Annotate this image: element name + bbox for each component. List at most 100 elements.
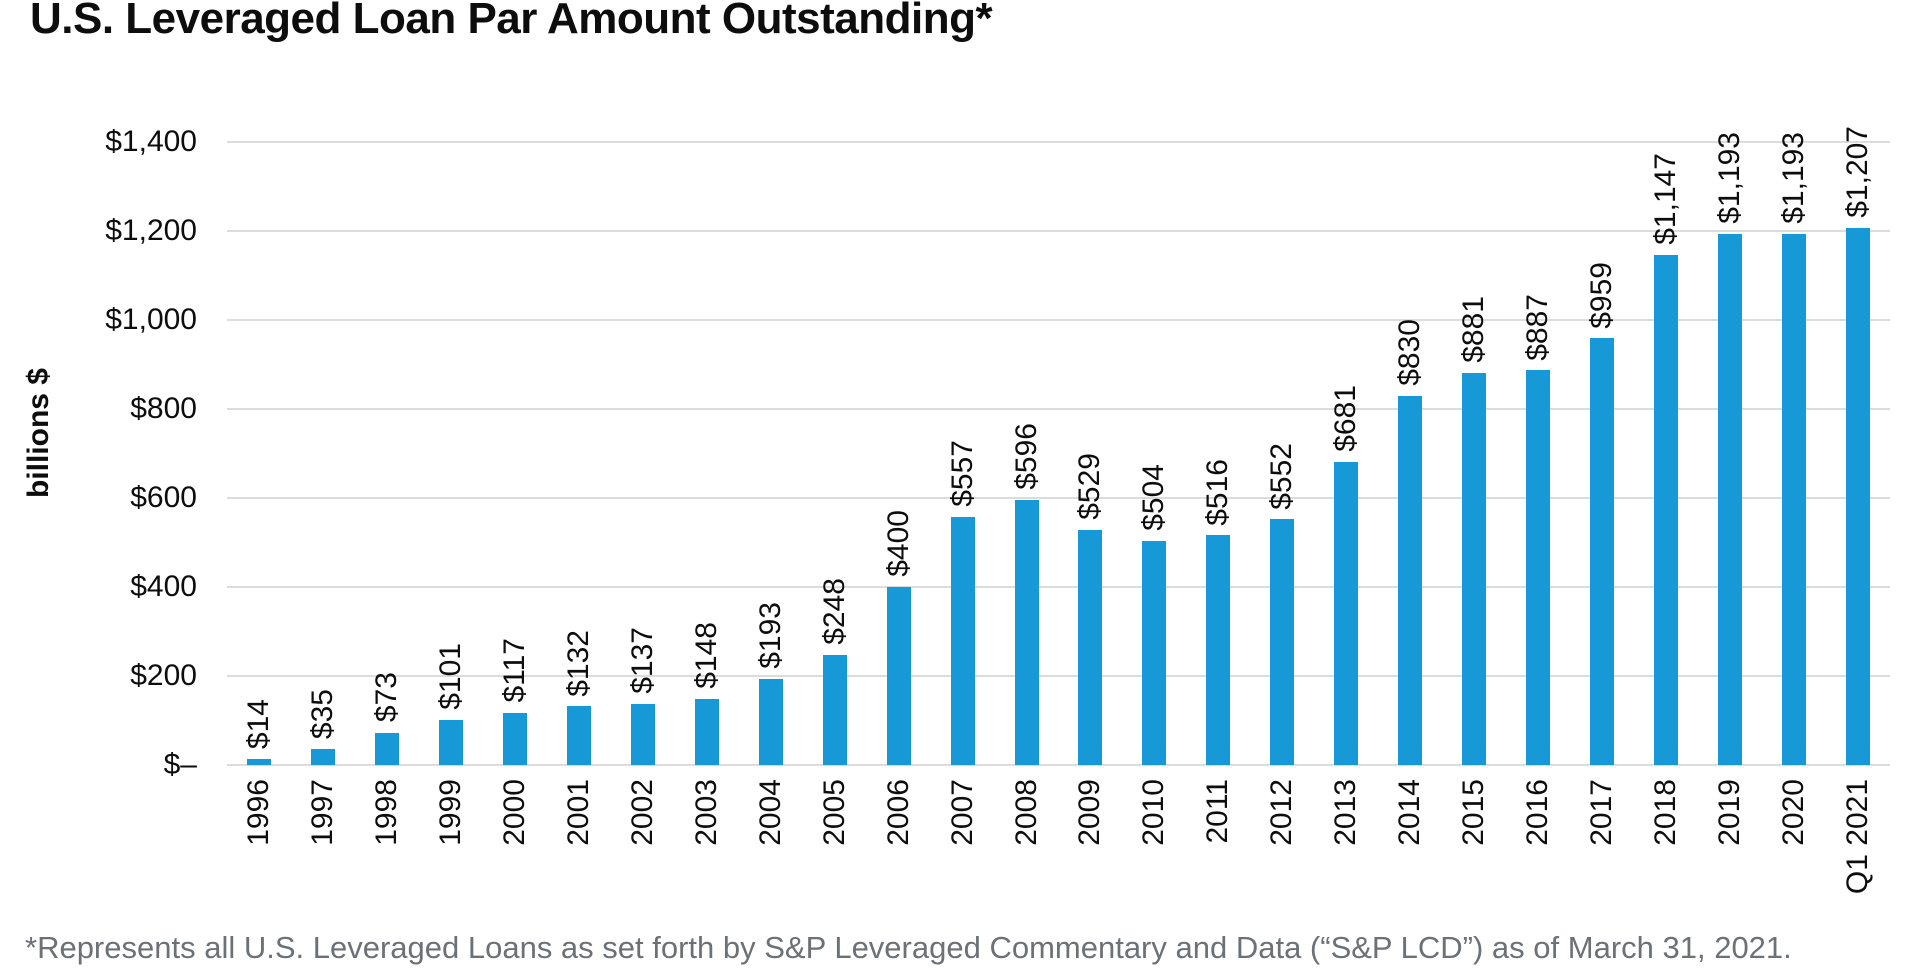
x-axis-label: 2009 <box>1073 779 1107 846</box>
bar <box>438 720 463 765</box>
bar <box>1654 254 1679 765</box>
bar-value-label: $681 <box>1329 385 1363 452</box>
bar-slot: $1,207 Q1 2021 <box>1826 126 1890 894</box>
bar-slot: $148 2003 <box>675 142 739 845</box>
x-axis-label: 2004 <box>753 779 787 846</box>
bar <box>1526 370 1551 765</box>
x-axis-label: 2014 <box>1393 779 1427 846</box>
y-axis-tick-label: $1,400 <box>105 125 197 158</box>
bar <box>1782 234 1807 765</box>
x-axis-label: 2001 <box>561 779 595 846</box>
x-axis-label: 2019 <box>1713 779 1747 846</box>
bar <box>694 699 719 765</box>
bar <box>950 517 975 765</box>
y-axis-tick-label: $– <box>163 748 197 781</box>
bar-value-label: $35 <box>305 689 339 740</box>
bar <box>630 704 655 765</box>
bar-slot: $73 1998 <box>355 142 419 845</box>
y-axis-tick-label: $600 <box>130 481 197 514</box>
bar <box>1142 540 1167 765</box>
bar <box>886 587 911 765</box>
gridline <box>227 319 1890 321</box>
bar-slot: $887 2016 <box>1506 142 1570 846</box>
gridline <box>227 408 1890 410</box>
y-axis-tick-label: $400 <box>130 570 197 603</box>
bar-slot: $117 2000 <box>483 142 547 845</box>
bar-slot: $101 1999 <box>419 142 483 845</box>
bar-slot: $959 2017 <box>1570 142 1634 846</box>
bar-slot: $193 2004 <box>739 142 803 845</box>
y-axis-tick-label: $200 <box>130 659 197 692</box>
bar-slot: $552 2012 <box>1250 142 1314 846</box>
bar-value-label: $248 <box>817 577 851 645</box>
bar-slot: $1,193 2020 <box>1762 132 1826 845</box>
bar-slot: $1,147 2018 <box>1634 142 1698 846</box>
x-axis-label: 2000 <box>497 779 531 846</box>
x-axis-label: 2013 <box>1329 779 1363 846</box>
bar <box>502 712 527 765</box>
gridline <box>227 230 1890 232</box>
x-axis-label: 2020 <box>1777 779 1811 846</box>
bar-value-label: $400 <box>881 510 915 577</box>
bar-slot: $830 2014 <box>1378 142 1442 846</box>
x-axis-label: 2007 <box>945 779 979 846</box>
x-axis-label: 2016 <box>1521 779 1555 846</box>
bar <box>1590 338 1615 765</box>
bar-value-label: $101 <box>433 643 467 711</box>
x-axis-label: 2008 <box>1009 779 1043 846</box>
bar-value-label: $1,193 <box>1713 132 1747 225</box>
bar-value-label: $1,147 <box>1649 152 1683 245</box>
bar-slot: $14 1996 <box>227 142 291 846</box>
x-axis-label: Q1 2021 <box>1841 779 1874 895</box>
bar <box>1846 227 1870 765</box>
bar <box>1270 519 1295 765</box>
bar-slot: $137 2002 <box>611 142 675 845</box>
bar-value-label: $881 <box>1457 296 1491 363</box>
x-axis-label: 2017 <box>1585 779 1619 846</box>
x-axis-label: 2015 <box>1457 779 1491 846</box>
y-axis-tick-label: $1,000 <box>105 303 197 336</box>
x-axis-label: 2010 <box>1137 779 1171 846</box>
gridline <box>227 675 1890 677</box>
bar-value-label: $552 <box>1265 442 1299 510</box>
bar <box>310 749 335 765</box>
bar-slot: $1,193 2019 <box>1698 132 1762 845</box>
bar-value-label: $137 <box>625 627 659 695</box>
x-axis-label: 2011 <box>1201 779 1235 844</box>
bar-slot: $596 2008 <box>995 142 1059 846</box>
x-axis-label: 1997 <box>305 779 339 846</box>
x-axis-label: 2002 <box>625 779 659 846</box>
bar-value-label: $1,207 <box>1841 126 1874 218</box>
bar-slot: $132 2001 <box>547 142 611 846</box>
bar-value-label: $193 <box>753 602 787 670</box>
x-axis-label: 2006 <box>881 779 915 846</box>
bar-slot: $35 1997 <box>291 142 355 845</box>
bar-value-label: $830 <box>1393 318 1427 386</box>
y-axis: $1,400 $1,200 $1,000 $800 $600 $400 $200 $– <box>0 127 197 780</box>
bar-slot: $400 2006 <box>867 142 931 846</box>
bar <box>1078 529 1103 765</box>
x-axis-label: 2005 <box>817 779 851 846</box>
bar <box>374 732 399 765</box>
gridline <box>227 141 1890 143</box>
x-axis-label: 2012 <box>1265 779 1299 846</box>
x-axis-label: 1999 <box>433 779 467 846</box>
bar <box>1334 461 1359 765</box>
bar-slot: $557 2007 <box>931 142 995 845</box>
bar-value-label: $132 <box>561 629 595 697</box>
plot-area: $14 1996 $35 1997 $73 1998 $101 1999 $117 2000 $13… <box>227 126 1890 894</box>
bar-slot: $529 2009 <box>1059 142 1123 846</box>
bar-slot: $504 2010 <box>1122 142 1186 846</box>
footnote: *Represents all U.S. Leveraged Loans as … <box>25 930 1792 965</box>
x-axis-label: 2018 <box>1649 779 1683 846</box>
bar-slot: $248 2005 <box>803 142 867 846</box>
chart-title: U.S. Leveraged Loan Par Amount Outstandi… <box>30 0 993 43</box>
bar <box>822 654 847 765</box>
bar-value-label: $73 <box>369 672 403 723</box>
bar <box>1014 499 1039 765</box>
x-axis-label: 1998 <box>369 779 403 846</box>
bar-value-label: $887 <box>1521 293 1555 361</box>
bar-value-label: $596 <box>1009 423 1043 490</box>
y-axis-tick-label: $1,200 <box>105 214 197 247</box>
